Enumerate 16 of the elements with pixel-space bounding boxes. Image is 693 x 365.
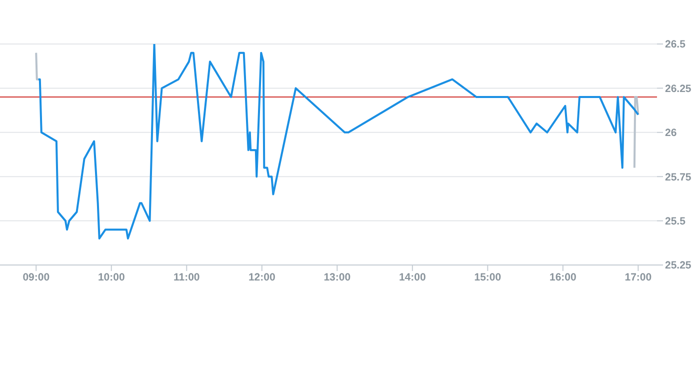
- y-tick-label: 25.5: [665, 216, 686, 228]
- y-tick-label: 26.5: [665, 38, 686, 51]
- x-tick-label: 09:00: [22, 271, 50, 284]
- line-series: [37, 44, 640, 240]
- x-tick-label: 13:00: [324, 271, 351, 284]
- y-tick-label: 25.25: [665, 260, 692, 272]
- x-tick-label: 14:00: [398, 271, 426, 284]
- y-tick-label: 26: [665, 127, 677, 140]
- x-tick-label: 11:00: [174, 271, 200, 284]
- x-tick-label: 16:00: [550, 271, 577, 284]
- y-tick-label: 26.25: [665, 82, 692, 95]
- x-tick-label: 12:00: [248, 271, 276, 284]
- x-tick-label: 15:00: [474, 271, 502, 284]
- y-tick-label: 25.75: [665, 171, 692, 184]
- x-tick-label: 10:00: [98, 271, 125, 284]
- x-tick-label: 17:00: [624, 271, 652, 284]
